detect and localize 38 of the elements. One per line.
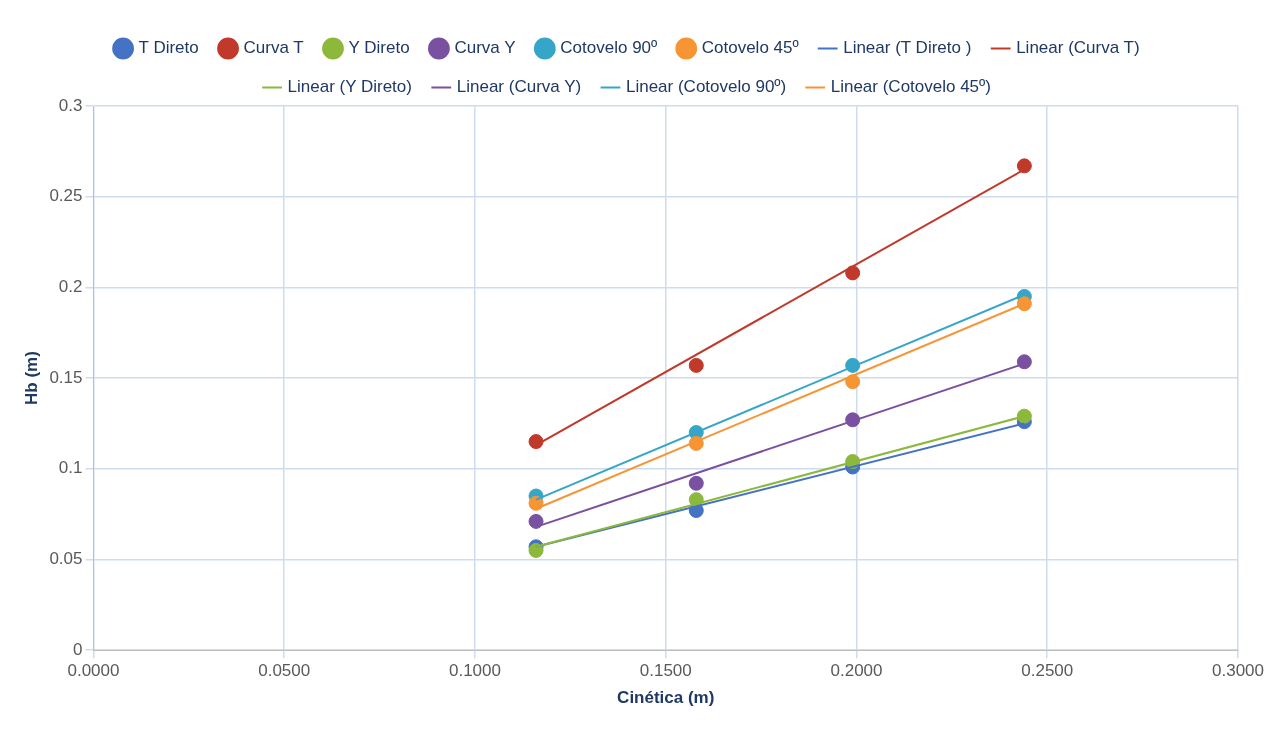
point xyxy=(1016,296,1032,312)
legend-label: Linear (Cotovelo 45º) xyxy=(830,77,991,97)
point xyxy=(1016,354,1032,370)
legend-label: Linear (Curva Y) xyxy=(456,77,582,97)
legend-label: Linear (Y Direto) xyxy=(287,77,412,97)
x-tick-label: 0.1000 xyxy=(448,661,501,681)
y-tick-label: 0 xyxy=(73,639,83,659)
x-tick-label: 0.2500 xyxy=(1021,661,1074,681)
legend-label: Cotovelo 90º xyxy=(560,38,658,58)
legend-label: Linear (Curva T) xyxy=(1016,38,1140,58)
x-axis-title: Cinética (m) xyxy=(617,688,715,708)
y-tick-label: 0.15 xyxy=(49,367,83,387)
y-tick-label: 0.2 xyxy=(58,277,83,297)
point xyxy=(1016,158,1032,174)
point xyxy=(688,475,704,491)
y-tick-label: 0.1 xyxy=(58,458,83,478)
point xyxy=(688,357,704,373)
x-tick-label: 0.2000 xyxy=(830,661,883,681)
legend-label: Linear (T Direto ) xyxy=(843,38,972,58)
y-axis-title: Hb (m) xyxy=(21,351,41,406)
legend-label: Curva T xyxy=(243,38,304,58)
legend-label: T Direto xyxy=(138,38,199,58)
point xyxy=(1016,408,1032,424)
point xyxy=(845,265,861,281)
legend-label: Curva Y xyxy=(454,38,516,58)
legend-label: Cotovelo 45º xyxy=(701,38,799,58)
y-tick-label: 0.3 xyxy=(58,95,83,115)
x-tick-label: 0.1500 xyxy=(639,661,692,681)
x-tick-label: 0.0500 xyxy=(258,661,311,681)
legend-label: Linear (Cotovelo 90º) xyxy=(625,77,787,97)
x-tick-label: 0.0000 xyxy=(67,661,120,681)
y-tick-label: 0.05 xyxy=(49,549,83,569)
legend-label: Y Direto xyxy=(348,38,410,58)
point xyxy=(845,374,861,390)
x-tick-label: 0.3000 xyxy=(1212,661,1264,681)
point xyxy=(528,434,544,450)
y-tick-label: 0.25 xyxy=(49,186,83,206)
point xyxy=(528,513,544,529)
